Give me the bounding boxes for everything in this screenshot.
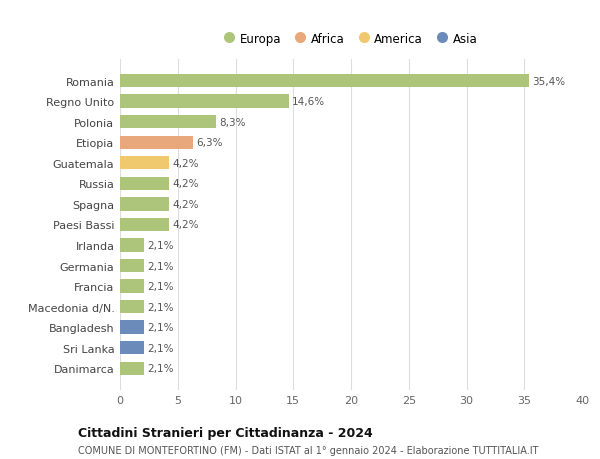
- Text: 35,4%: 35,4%: [532, 76, 565, 86]
- Bar: [120, 280, 144, 293]
- Text: 2,1%: 2,1%: [148, 364, 174, 374]
- Bar: [120, 95, 289, 108]
- Text: 2,1%: 2,1%: [148, 323, 174, 332]
- Text: Cittadini Stranieri per Cittadinanza - 2024: Cittadini Stranieri per Cittadinanza - 2…: [78, 426, 373, 439]
- Text: 4,2%: 4,2%: [172, 220, 199, 230]
- Text: 2,1%: 2,1%: [148, 241, 174, 251]
- Bar: [120, 321, 144, 334]
- Text: 8,3%: 8,3%: [220, 118, 246, 127]
- Text: 4,2%: 4,2%: [172, 179, 199, 189]
- Text: 2,1%: 2,1%: [148, 343, 174, 353]
- Text: 4,2%: 4,2%: [172, 158, 199, 168]
- Bar: [120, 198, 169, 211]
- Text: 14,6%: 14,6%: [292, 97, 325, 107]
- Bar: [120, 239, 144, 252]
- Bar: [120, 157, 169, 170]
- Bar: [120, 362, 144, 375]
- Text: 2,1%: 2,1%: [148, 261, 174, 271]
- Text: 2,1%: 2,1%: [148, 281, 174, 291]
- Bar: [120, 218, 169, 232]
- Bar: [120, 341, 144, 355]
- Legend: Europa, Africa, America, Asia: Europa, Africa, America, Asia: [224, 33, 478, 45]
- Bar: [120, 177, 169, 190]
- Bar: [120, 259, 144, 273]
- Bar: [120, 300, 144, 313]
- Text: 2,1%: 2,1%: [148, 302, 174, 312]
- Bar: [120, 136, 193, 150]
- Text: 4,2%: 4,2%: [172, 199, 199, 209]
- Text: COMUNE DI MONTEFORTINO (FM) - Dati ISTAT al 1° gennaio 2024 - Elaborazione TUTTI: COMUNE DI MONTEFORTINO (FM) - Dati ISTAT…: [78, 445, 539, 455]
- Bar: [120, 75, 529, 88]
- Bar: [120, 116, 216, 129]
- Text: 6,3%: 6,3%: [196, 138, 223, 148]
